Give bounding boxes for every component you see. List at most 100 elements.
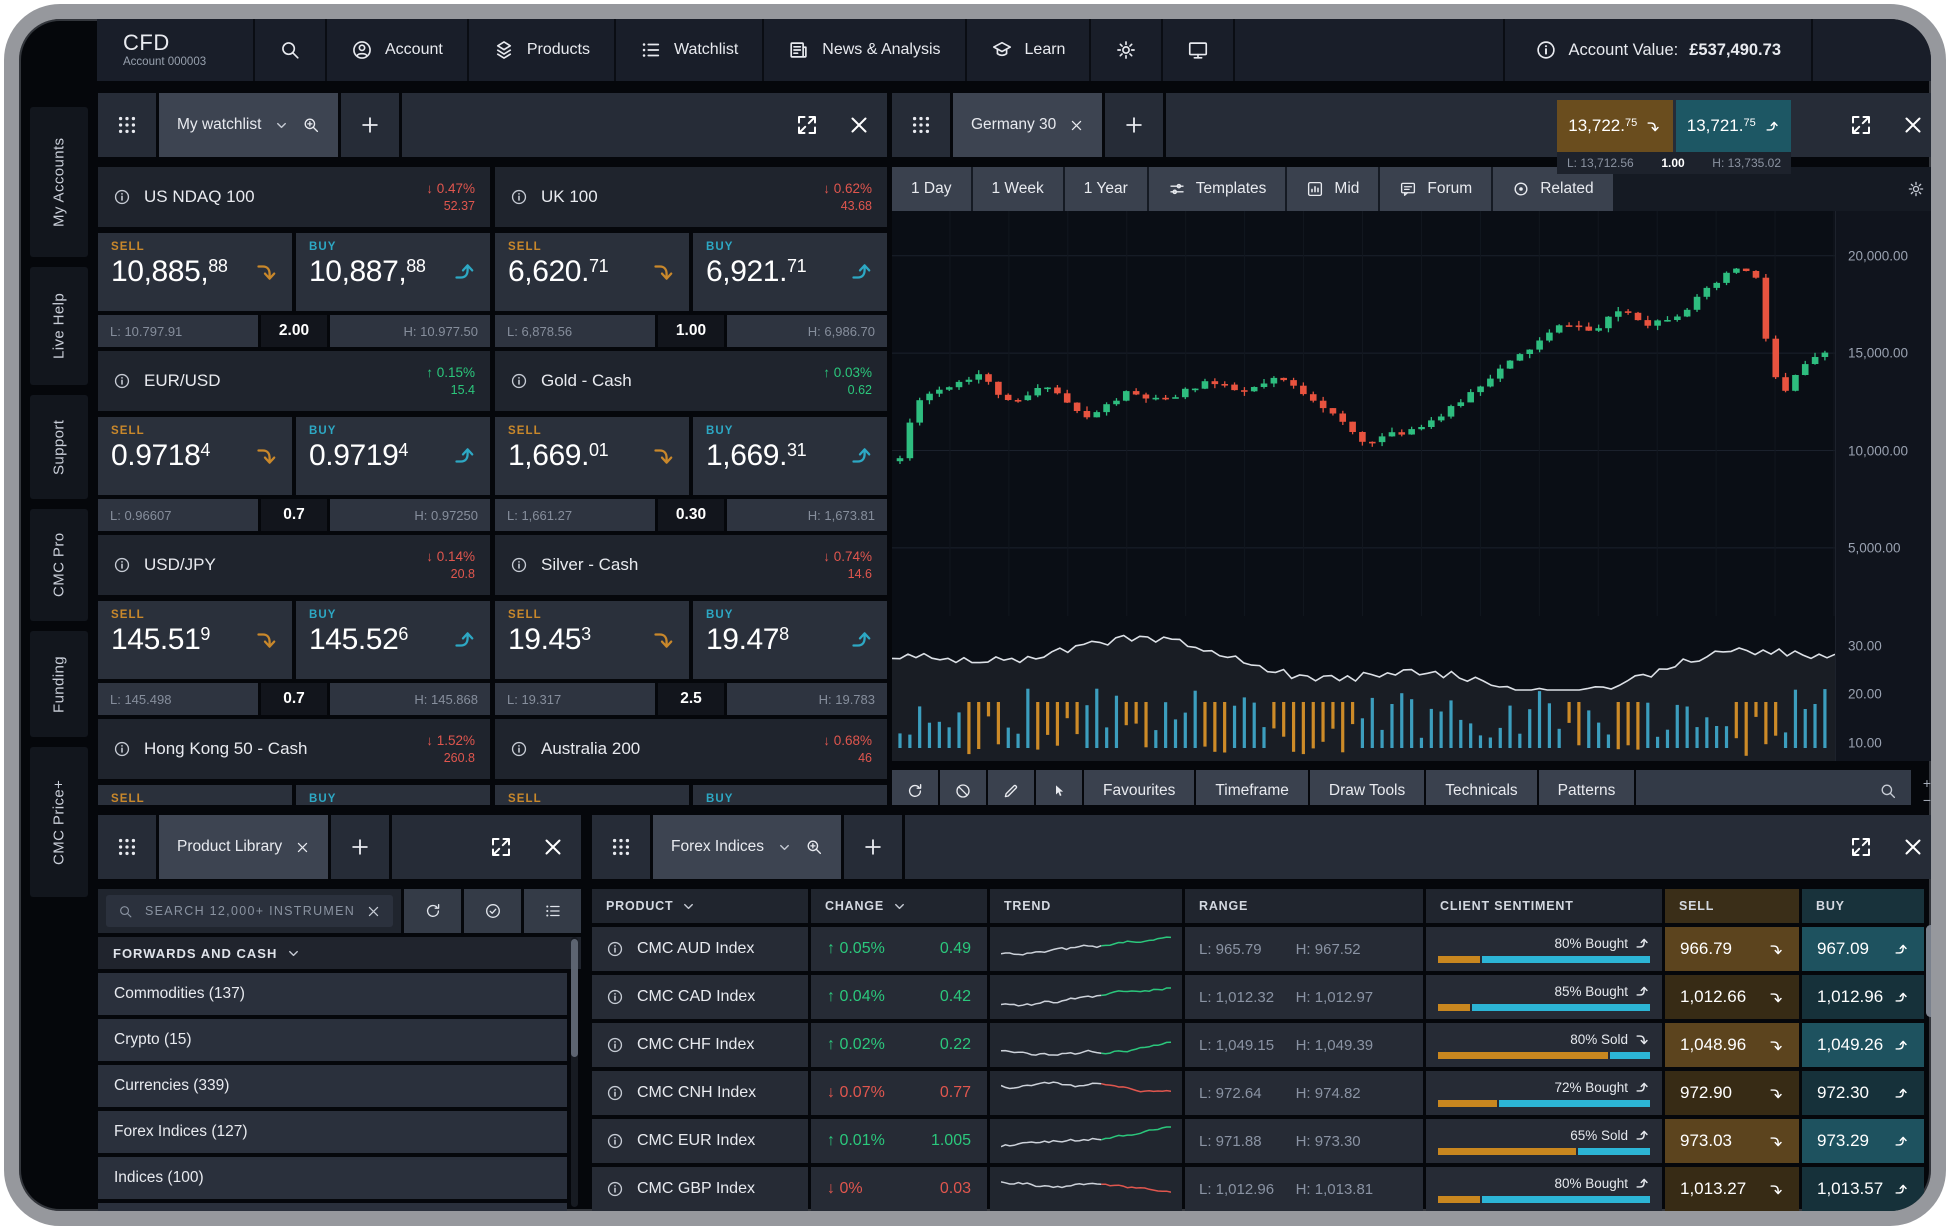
buy-tile[interactable]: BUY 1,669.31: [693, 417, 887, 495]
nav-item-watchlist[interactable]: Watchlist: [616, 19, 765, 81]
buy-tile[interactable]: BUY: [296, 785, 490, 805]
buy-button[interactable]: 1,049.26: [1802, 1023, 1924, 1067]
buy-tile[interactable]: BUY: [693, 785, 887, 805]
library-tab[interactable]: Product Library: [159, 815, 329, 879]
refresh-button[interactable]: [404, 889, 461, 933]
info-icon[interactable]: [510, 740, 528, 758]
chart-sell-button[interactable]: 13,722.75: [1557, 100, 1673, 152]
bottom-toolbar-patterns[interactable]: Patterns: [1538, 770, 1635, 805]
instrument-header[interactable]: US NDAQ 100 ↓ 0.47% 52.37: [98, 167, 490, 227]
sell-tile[interactable]: SELL 0.97184: [98, 417, 292, 495]
search-input[interactable]: [143, 903, 356, 919]
library-item-indices-100-[interactable]: Indices (100): [98, 1157, 567, 1199]
info-icon[interactable]: [606, 1084, 624, 1102]
info-icon[interactable]: [606, 1036, 624, 1054]
forex-tab[interactable]: Forex Indices: [653, 815, 842, 879]
instrument-header[interactable]: Australia 200 ↓ 0.68% 46: [495, 719, 887, 779]
toolbar-button-1-year[interactable]: 1 Year: [1064, 167, 1147, 211]
zoom-in-icon[interactable]: [302, 116, 320, 134]
nav-item-account[interactable]: Account: [327, 19, 469, 81]
chevron-down-icon[interactable]: [274, 118, 289, 133]
buy-tile[interactable]: BUY 0.97194: [296, 417, 490, 495]
instrument-header[interactable]: UK 100 ↓ 0.62% 43.68: [495, 167, 887, 227]
buy-tile[interactable]: BUY 6,921.71: [693, 233, 887, 311]
buy-button[interactable]: 1,013.57: [1802, 1167, 1924, 1211]
sell-button[interactable]: 972.90: [1665, 1071, 1799, 1115]
sell-tile[interactable]: SELL 19.453: [495, 601, 689, 679]
buy-button[interactable]: 973.29: [1802, 1119, 1924, 1163]
buy-button[interactable]: 1,012.96: [1802, 975, 1924, 1019]
library-section-header[interactable]: FORWARDS AND CASH: [98, 937, 581, 969]
buy-tile[interactable]: BUY 10,887,88: [296, 233, 490, 311]
toolbar-button-related[interactable]: Related: [1493, 167, 1613, 211]
library-item-crypto-15-[interactable]: Crypto (15): [98, 1019, 567, 1061]
sell-button[interactable]: 1,013.27: [1665, 1167, 1799, 1211]
info-icon[interactable]: [606, 988, 624, 1006]
chevron-down-icon[interactable]: [777, 840, 792, 855]
close-icon[interactable]: [1901, 835, 1925, 859]
buy-button[interactable]: 972.30: [1802, 1071, 1924, 1115]
buy-tile[interactable]: BUY 145.526: [296, 601, 490, 679]
table-scrollbar-thumb[interactable]: [1926, 925, 1931, 1017]
sell-tile[interactable]: SELL: [495, 785, 689, 805]
drag-handle-icon[interactable]: [592, 815, 650, 879]
sell-button[interactable]: 966.79: [1665, 927, 1799, 971]
zoom-out-button[interactable]: −: [1922, 791, 1932, 806]
close-tab-icon[interactable]: [295, 840, 310, 855]
product-cell[interactable]: CMC EUR Index: [592, 1119, 808, 1163]
info-icon[interactable]: [606, 940, 624, 958]
pencil-tool-button[interactable]: [988, 770, 1034, 805]
add-chart-button[interactable]: [1105, 93, 1164, 157]
bottom-toolbar-draw-tools[interactable]: Draw Tools: [1309, 770, 1425, 805]
sell-tile[interactable]: SELL 1,669.01: [495, 417, 689, 495]
rail-item-funding[interactable]: Funding: [30, 631, 88, 737]
info-icon[interactable]: [113, 372, 131, 390]
buy-button[interactable]: 967.09: [1802, 927, 1924, 971]
sell-button[interactable]: 973.03: [1665, 1119, 1799, 1163]
bottom-toolbar-technicals[interactable]: Technicals: [1426, 770, 1537, 805]
sell-tile[interactable]: SELL 10,885,88: [98, 233, 292, 311]
list-view-button[interactable]: [524, 889, 581, 933]
sell-button[interactable]: 1,048.96: [1665, 1023, 1799, 1067]
column-header-product[interactable]: PRODUCT: [592, 889, 808, 923]
column-header-sell[interactable]: SELL: [1665, 889, 1799, 923]
info-icon[interactable]: [510, 372, 528, 390]
instrument-header[interactable]: EUR/USD ↑ 0.15% 15.4: [98, 351, 490, 411]
cursor-tool-button[interactable]: [1036, 770, 1082, 805]
add-table-button[interactable]: [844, 815, 903, 879]
library-scrollbar[interactable]: [571, 937, 578, 1207]
toolbar-button-templates[interactable]: Templates: [1148, 167, 1286, 211]
product-cell[interactable]: CMC AUD Index: [592, 927, 808, 971]
drag-handle-icon[interactable]: [98, 815, 156, 879]
product-cell[interactable]: CMC CNH Index: [592, 1071, 808, 1115]
expand-icon[interactable]: [489, 835, 513, 859]
product-cell[interactable]: CMC CAD Index: [592, 975, 808, 1019]
instrument-header[interactable]: Silver - Cash ↓ 0.74% 14.6: [495, 535, 887, 595]
chart-settings-button[interactable]: [1891, 167, 1931, 211]
toolbar-button-1-day[interactable]: 1 Day: [892, 167, 971, 211]
toolbar-button-1-week[interactable]: 1 Week: [972, 167, 1063, 211]
nav-item-learn[interactable]: Learn: [967, 19, 1092, 81]
chart-buy-button[interactable]: 13,721.75: [1675, 100, 1791, 152]
info-icon[interactable]: [606, 1132, 624, 1150]
column-header-buy[interactable]: BUY: [1802, 889, 1924, 923]
filter-check-button[interactable]: [464, 889, 521, 933]
drag-handle-icon[interactable]: [98, 93, 156, 157]
rail-item-my-accounts[interactable]: My Accounts: [30, 107, 88, 257]
scrollbar-thumb[interactable]: [571, 939, 578, 1057]
column-header-sentiment[interactable]: CLIENT SENTIMENT: [1426, 889, 1662, 923]
chart-search-field[interactable]: [1636, 770, 1911, 805]
sell-tile[interactable]: SELL 145.519: [98, 601, 292, 679]
info-icon[interactable]: [606, 1180, 624, 1198]
library-item-currencies-339-[interactable]: Currencies (339): [98, 1065, 567, 1107]
bottom-toolbar-timeframe[interactable]: Timeframe: [1196, 770, 1308, 805]
rail-item-live-help[interactable]: Live Help: [30, 267, 88, 385]
rail-item-cmc-price-[interactable]: CMC Price+: [30, 747, 88, 897]
close-tab-icon[interactable]: [1069, 118, 1084, 133]
library-item-forex-indices-127-[interactable]: Forex Indices (127): [98, 1111, 567, 1153]
info-icon[interactable]: [113, 556, 131, 574]
product-cell[interactable]: CMC GBP Index: [592, 1167, 808, 1211]
toolbar-button-forum[interactable]: Forum: [1380, 167, 1492, 211]
instrument-header[interactable]: Gold - Cash ↑ 0.03% 0.62: [495, 351, 887, 411]
rail-item-support[interactable]: Support: [30, 395, 88, 499]
